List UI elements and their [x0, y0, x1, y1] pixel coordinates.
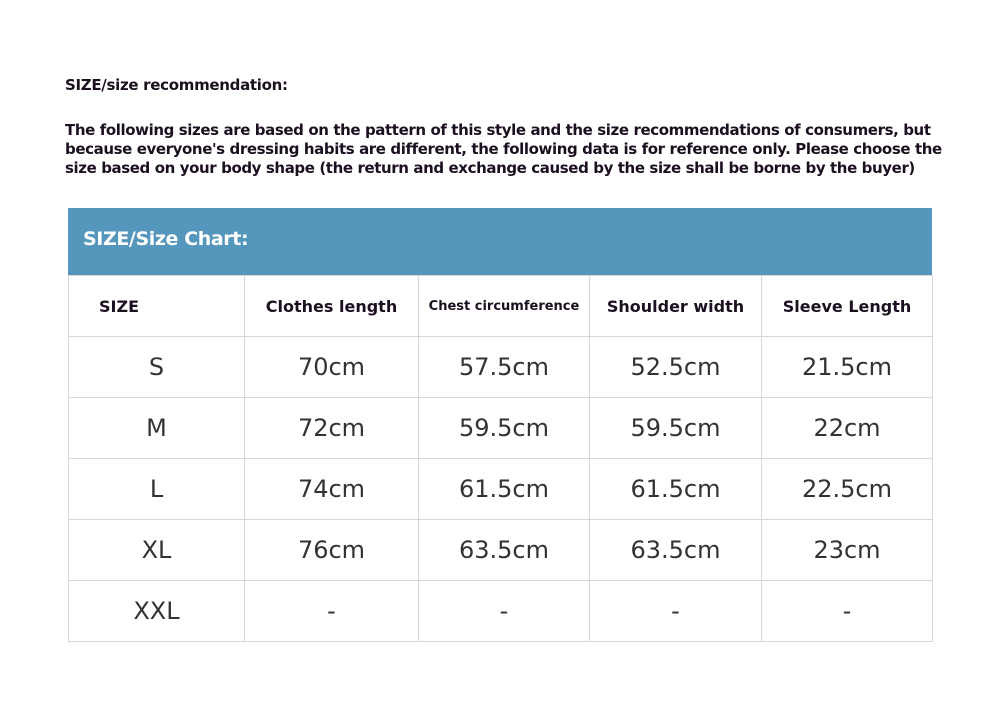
table-cell: -	[761, 580, 933, 642]
table-cell: 57.5cm	[418, 336, 590, 398]
table-cell: 72cm	[244, 397, 419, 459]
table-cell: -	[589, 580, 762, 642]
table-cell: 70cm	[244, 336, 419, 398]
table-row: XL 76cm 63.5cm 63.5cm 23cm	[68, 519, 933, 581]
table-cell: L	[68, 458, 245, 520]
table-cell: 59.5cm	[418, 397, 590, 459]
table-row: XXL - - - -	[68, 580, 933, 642]
table-row: S 70cm 57.5cm 52.5cm 21.5cm	[68, 336, 933, 398]
table-cell: 22cm	[761, 397, 933, 459]
table-cell: XL	[68, 519, 245, 581]
table-cell: 61.5cm	[418, 458, 590, 520]
column-header-chest: Chest circumference	[418, 275, 590, 337]
table-cell: -	[418, 580, 590, 642]
table-cell: S	[68, 336, 245, 398]
table-cell: M	[68, 397, 245, 459]
column-header-sleeve: Sleeve Length	[761, 275, 933, 337]
size-table: SIZE Clothes length Chest circumference …	[68, 275, 933, 642]
table-cell: 74cm	[244, 458, 419, 520]
table-header-row: SIZE Clothes length Chest circumference …	[68, 275, 933, 337]
table-cell: 21.5cm	[761, 336, 933, 398]
table-cell: 23cm	[761, 519, 933, 581]
table-cell: 63.5cm	[589, 519, 762, 581]
table-cell: 61.5cm	[589, 458, 762, 520]
table-cell: 63.5cm	[418, 519, 590, 581]
table-cell: XXL	[68, 580, 245, 642]
table-row: M 72cm 59.5cm 59.5cm 22cm	[68, 397, 933, 459]
description: The following sizes are based on the pat…	[65, 121, 942, 177]
table-cell: 59.5cm	[589, 397, 762, 459]
column-header-clothes-length: Clothes length	[244, 275, 419, 337]
size-chart-header: SIZE/Size Chart:	[68, 208, 932, 275]
column-header-shoulder: Shoulder width	[589, 275, 762, 337]
table-cell: 22.5cm	[761, 458, 933, 520]
page-title: SIZE/size recommendation:	[65, 76, 288, 94]
table-cell: -	[244, 580, 419, 642]
column-header-size: SIZE	[68, 275, 245, 337]
table-cell: 52.5cm	[589, 336, 762, 398]
table-cell: 76cm	[244, 519, 419, 581]
table-row: L 74cm 61.5cm 61.5cm 22.5cm	[68, 458, 933, 520]
